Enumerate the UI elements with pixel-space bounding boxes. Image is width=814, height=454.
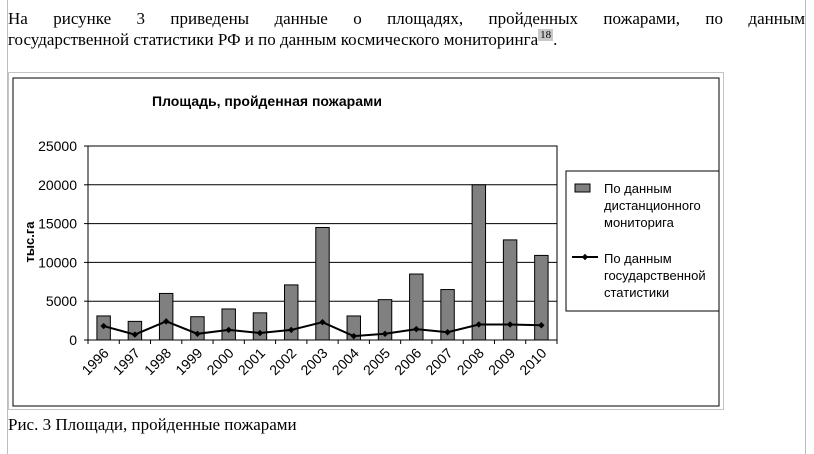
bar-mark bbox=[221, 308, 236, 341]
bar-mark bbox=[534, 254, 549, 341]
legend-box bbox=[565, 170, 720, 312]
legend-swatch-bar bbox=[574, 183, 591, 193]
chart-legend: По данным дистанционного мониторига По данн… bbox=[565, 170, 720, 312]
y-axis-label: тыс.га bbox=[22, 221, 37, 263]
legend-label-line: государственной bbox=[604, 268, 706, 283]
line-point bbox=[506, 321, 514, 328]
line-point bbox=[194, 330, 201, 337]
y-tick-label: 5000 bbox=[46, 293, 77, 309]
line-point bbox=[131, 331, 139, 338]
legend-label-line: статистики bbox=[604, 285, 669, 300]
page-margin-left bbox=[7, 0, 8, 454]
bar-mark bbox=[158, 292, 174, 341]
bar-mark bbox=[409, 273, 424, 341]
footnote-reference[interactable]: 18 bbox=[538, 29, 554, 42]
bar-mark bbox=[502, 239, 518, 341]
chart-frame[interactable]: Площадь, пройденная пожарами тыс.га 0 500… bbox=[8, 72, 724, 410]
legend-label-line: мониторига bbox=[604, 215, 675, 230]
page-margin-right bbox=[805, 0, 806, 454]
paragraph-line-2: государственной статистики РФ и по данны… bbox=[8, 29, 558, 49]
line-point bbox=[350, 332, 357, 340]
y-tick-label: 0 bbox=[69, 332, 77, 348]
line-point bbox=[413, 325, 420, 333]
paragraph-line-2-text: государственной статистики РФ и по данны… bbox=[8, 30, 539, 49]
legend-label-line: По данным bbox=[604, 251, 672, 266]
paragraph-line-1: На рисунке 3 приведены данные о площадях… bbox=[8, 9, 805, 28]
line-point bbox=[538, 322, 545, 329]
bar-mark bbox=[440, 289, 455, 341]
y-tick-label: 10000 bbox=[38, 254, 77, 270]
fire-area-chart: Площадь, пройденная пожарами тыс.га 0 500… bbox=[12, 77, 720, 407]
line-point bbox=[288, 326, 295, 334]
y-tick-label: 20000 bbox=[38, 177, 77, 193]
line-point bbox=[319, 318, 326, 326]
line-point bbox=[100, 322, 107, 330]
legend-label-line: По данным bbox=[604, 181, 672, 196]
line-point bbox=[475, 321, 483, 328]
y-tick-label: 25000 bbox=[38, 138, 77, 154]
line-point bbox=[162, 318, 170, 325]
chart-title: Площадь, пройденная пожарами bbox=[152, 93, 382, 109]
y-tick-label: 15000 bbox=[38, 216, 77, 232]
body-paragraph: На рисунке 3 приведены данные о площадях… bbox=[8, 8, 805, 50]
bar-mark bbox=[315, 226, 330, 341]
legend-swatch-marker bbox=[581, 253, 589, 261]
plot-area: 0500010000150002000025000199619971998199… bbox=[38, 138, 558, 378]
bar-mark bbox=[284, 284, 299, 341]
line-point bbox=[444, 329, 451, 336]
legend-label-line: дистанционного bbox=[604, 198, 701, 213]
bar-mark bbox=[377, 299, 393, 341]
line-point bbox=[256, 329, 264, 337]
bar-mark bbox=[471, 184, 487, 341]
figure-caption: Рис. 3 Площади, пройденные пожарами bbox=[8, 415, 297, 434]
line-point bbox=[381, 330, 389, 337]
line-point bbox=[225, 326, 232, 334]
